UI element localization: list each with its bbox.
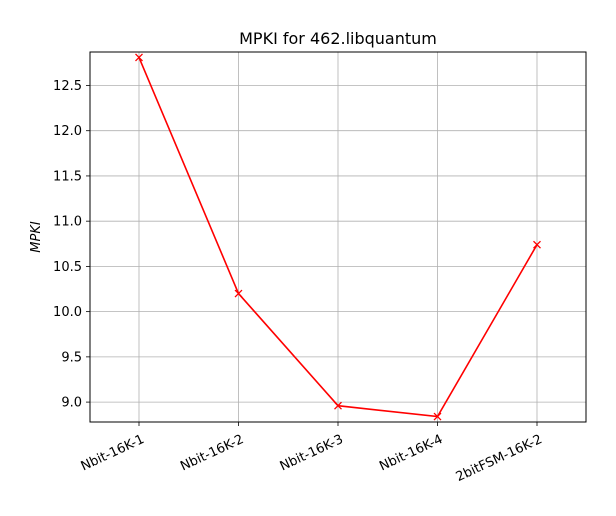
data-point-marker [135,53,143,62]
x-tick-label: Nbit-16K-1 [79,432,147,474]
chart-title: MPKI for 462.libquantum [239,29,437,48]
marker-stroke [533,240,541,249]
data-point-marker [234,289,243,298]
y-tick-label: 9.0 [61,396,82,411]
x-tick-label: Nbit-16K-3 [278,432,346,474]
marker-stroke [234,289,243,298]
y-axis-label: MPKI [29,221,44,253]
marker-stroke [334,401,342,410]
marker-stroke [433,412,442,421]
x-tick-label: 2bitFSM-16K-2 [454,432,545,485]
y-tick-label: 12.0 [53,124,82,139]
y-tick-label: 11.0 [53,215,82,230]
data-point-marker [433,412,442,421]
y-tick-label: 9.5 [61,350,82,365]
y-tick-label: 12.5 [53,79,82,94]
series-layer [135,53,541,421]
marker-stroke [135,53,143,62]
x-tick-label: Nbit-16K-4 [377,432,445,474]
data-point-marker [533,240,541,249]
axis-ticks: Nbit-16K-1 Nbit-16K-2 Nbit-16K-3 Nbit-16K-4… [53,79,545,485]
data-point-marker [334,401,342,410]
y-tick-label: 10.5 [53,260,82,275]
grid [90,52,586,422]
y-tick-label: 11.5 [53,169,82,184]
y-tick-label: 10.0 [53,305,82,320]
x-tick-label: Nbit-16K-2 [178,432,246,474]
